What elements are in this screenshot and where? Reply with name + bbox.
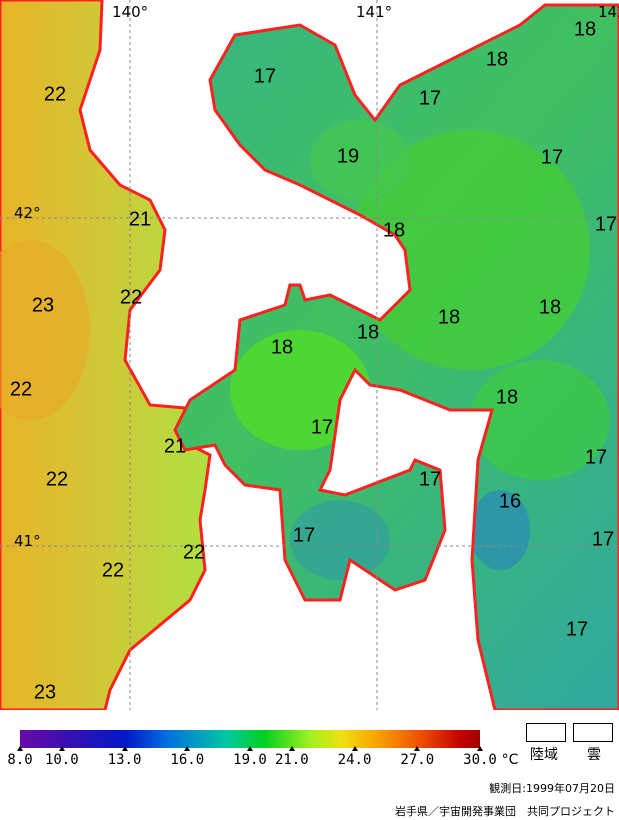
contour-label: 23 — [31, 294, 55, 317]
contour-label: 16 — [498, 490, 522, 513]
cloud-label: 雲 — [587, 747, 601, 763]
legend-tick-mark — [58, 746, 65, 751]
legend-tick-label: 13.0 — [107, 752, 142, 768]
temperature-color-scale — [20, 730, 480, 748]
legend-tick-mark — [477, 746, 483, 751]
contour-label: 17 — [584, 446, 608, 469]
legend-tick-label: 16.0 — [170, 752, 205, 768]
legend-tick-label: 19.0 — [233, 752, 267, 768]
contour-label: 18 — [495, 386, 519, 409]
legend-tick-mark — [288, 746, 295, 751]
legend-tick-label: 8.0 — [7, 752, 33, 768]
latitude-label: 42° — [14, 204, 41, 222]
contour-label: 17 — [540, 146, 564, 169]
graticule — [0, 0, 619, 710]
contour-label: 17 — [565, 618, 589, 641]
legend-tick-mark — [351, 746, 358, 751]
legend-tick-label: 30.0 — [463, 752, 497, 768]
cloud-swatch — [573, 723, 613, 742]
pacific-and-strait — [175, 5, 619, 710]
longitude-label: 140° — [112, 3, 149, 21]
contour-label: 22 — [43, 83, 67, 106]
legend-tick-mark — [17, 746, 23, 751]
contour-label: 21 — [163, 435, 187, 458]
legend-tick-mark — [121, 746, 128, 751]
contour-label: 22 — [9, 378, 33, 401]
contour-label: 17 — [292, 524, 316, 547]
contour-label: 17 — [253, 65, 277, 88]
contour-label: 18 — [437, 306, 461, 329]
contour-label: 22 — [182, 541, 206, 564]
contour-label: 17 — [594, 213, 618, 236]
contour-label: 23 — [33, 681, 57, 704]
contour-label: 22 — [119, 286, 143, 309]
legend-tick-mark — [414, 746, 421, 751]
legend-tick-label: 27.0 — [400, 752, 435, 768]
longitude-label: 141° — [356, 3, 393, 21]
contour-label: 19 — [336, 145, 360, 168]
latitude-label: 41° — [14, 532, 41, 550]
contour-label: 22 — [45, 468, 69, 491]
warm-area — [0, 240, 90, 420]
contour-label: 22 — [101, 559, 125, 582]
contour-label: 18 — [356, 321, 380, 344]
project-credit: 岩手県／宇宙開発事業団 共同プロジェクト — [395, 805, 615, 818]
sea-of-japan — [0, 0, 212, 710]
land-swatch — [526, 723, 566, 742]
contour-label: 18 — [538, 296, 562, 319]
observation-date: 観測日:1999年07月20日 — [489, 782, 615, 795]
contour-label: 18 — [573, 18, 597, 41]
longitude-label: 142 — [598, 3, 619, 21]
contour-label: 21 — [128, 208, 152, 231]
coastline — [173, 3, 619, 710]
contour-label: 18 — [270, 336, 294, 359]
legend-tick-label: 21.0 — [274, 752, 309, 768]
land-label: 陸域 — [530, 747, 558, 763]
contour-label: 17 — [418, 87, 442, 110]
legend-tick-mark — [247, 746, 253, 751]
contour-label: 17 — [418, 468, 442, 491]
sea-surface-temperature-map — [0, 0, 619, 710]
legend-tick-mark — [184, 746, 191, 751]
contour-label: 18 — [382, 219, 406, 242]
contour-label: 18 — [485, 48, 509, 71]
contour-label: 17 — [591, 528, 615, 551]
legend-unit: °C — [501, 752, 519, 768]
legend-tick-label: 24.0 — [337, 752, 372, 768]
legend-tick-label: 10.0 — [44, 752, 79, 768]
contour-label: 17 — [310, 416, 334, 439]
